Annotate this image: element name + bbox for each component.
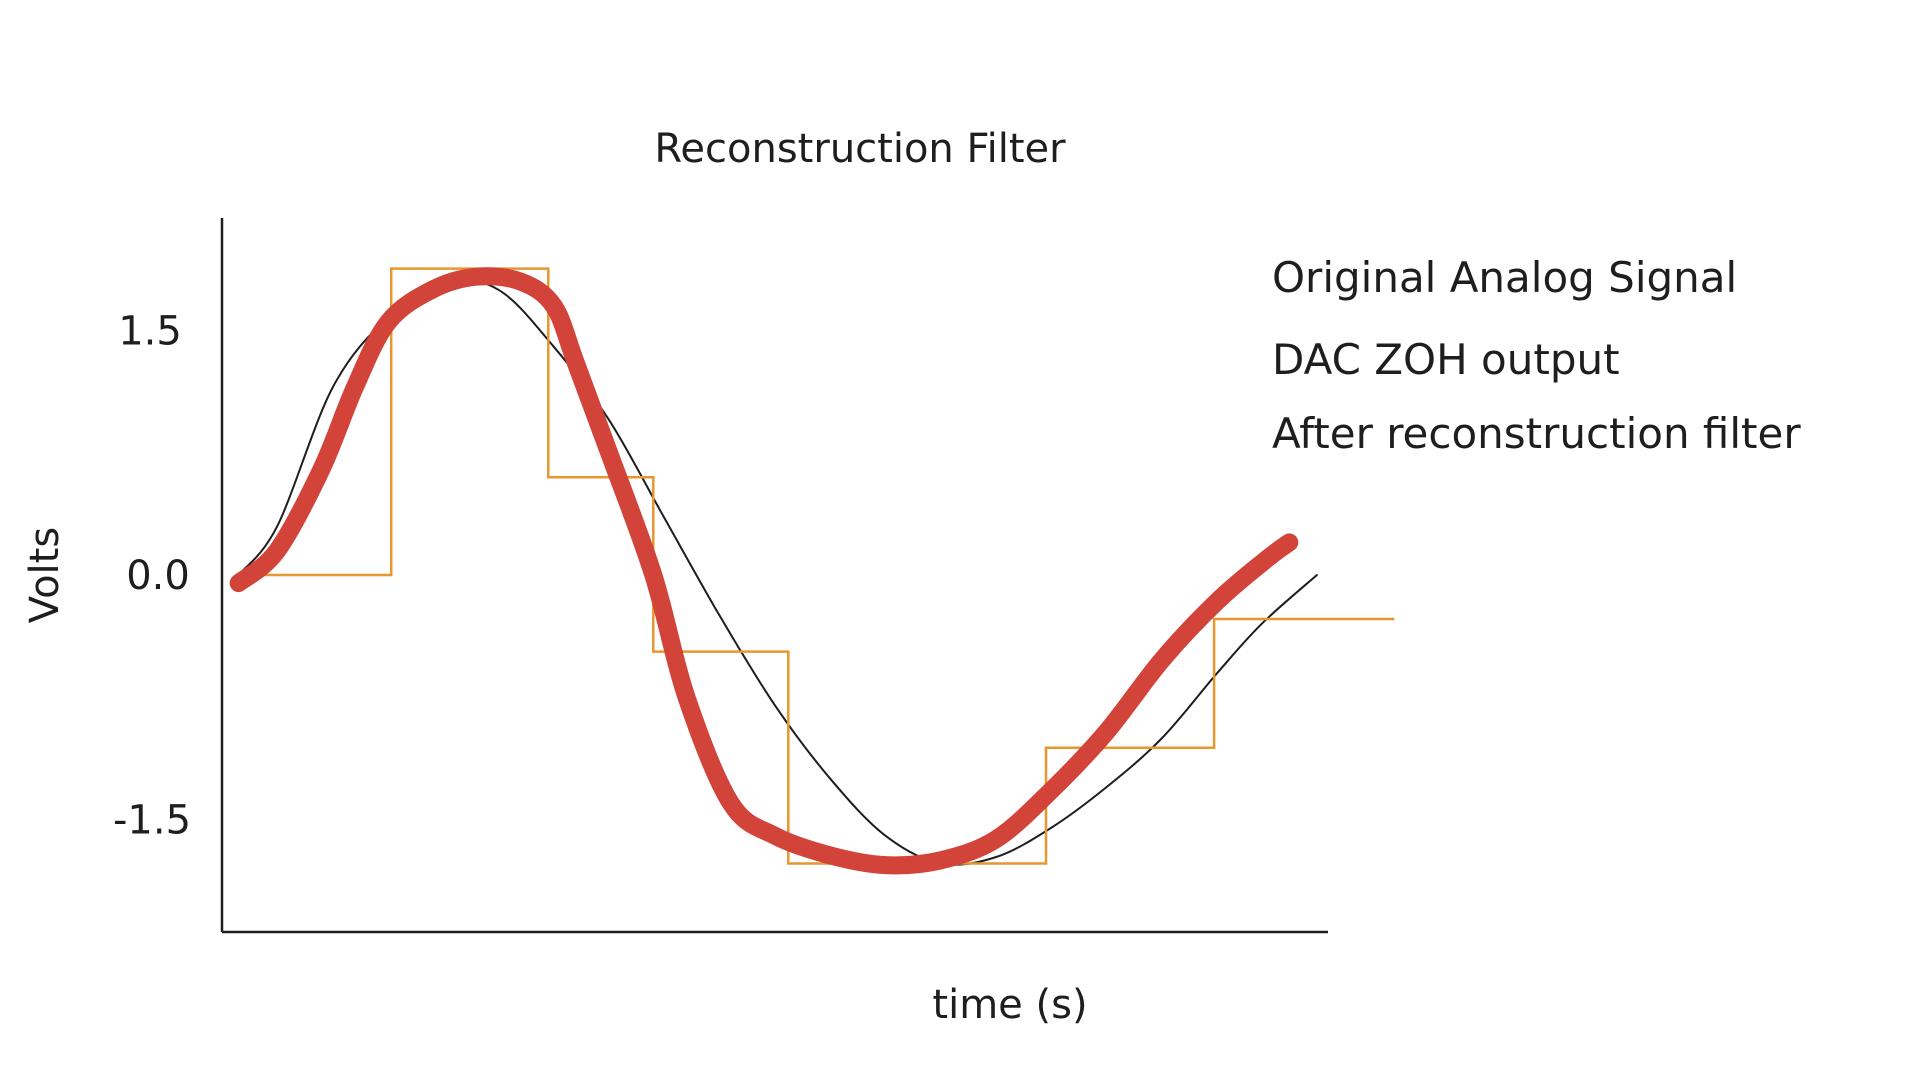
- y-tick-label: -1.5: [113, 798, 191, 844]
- y-tick-label: 0.0: [126, 553, 190, 599]
- y-axis-label: Volts: [22, 527, 68, 623]
- legend-entry-after-reconstruction-filter: After reconstruction filter: [1272, 409, 1801, 458]
- x-axis-label: time (s): [932, 982, 1087, 1028]
- series-line-after-reconstruction-filter: [229, 267, 1299, 875]
- series-line-original-analog-signal: [237, 278, 1318, 866]
- series-line-dac-zoh-output: [238, 267, 1395, 865]
- chart-title: Reconstruction Filter: [654, 126, 1066, 172]
- legend-entry-original-analog-signal: Original Analog Signal: [1272, 253, 1737, 302]
- y-tick-label: 1.5: [118, 309, 182, 355]
- legend-entry-dac-zoh-output: DAC ZOH output: [1272, 335, 1620, 384]
